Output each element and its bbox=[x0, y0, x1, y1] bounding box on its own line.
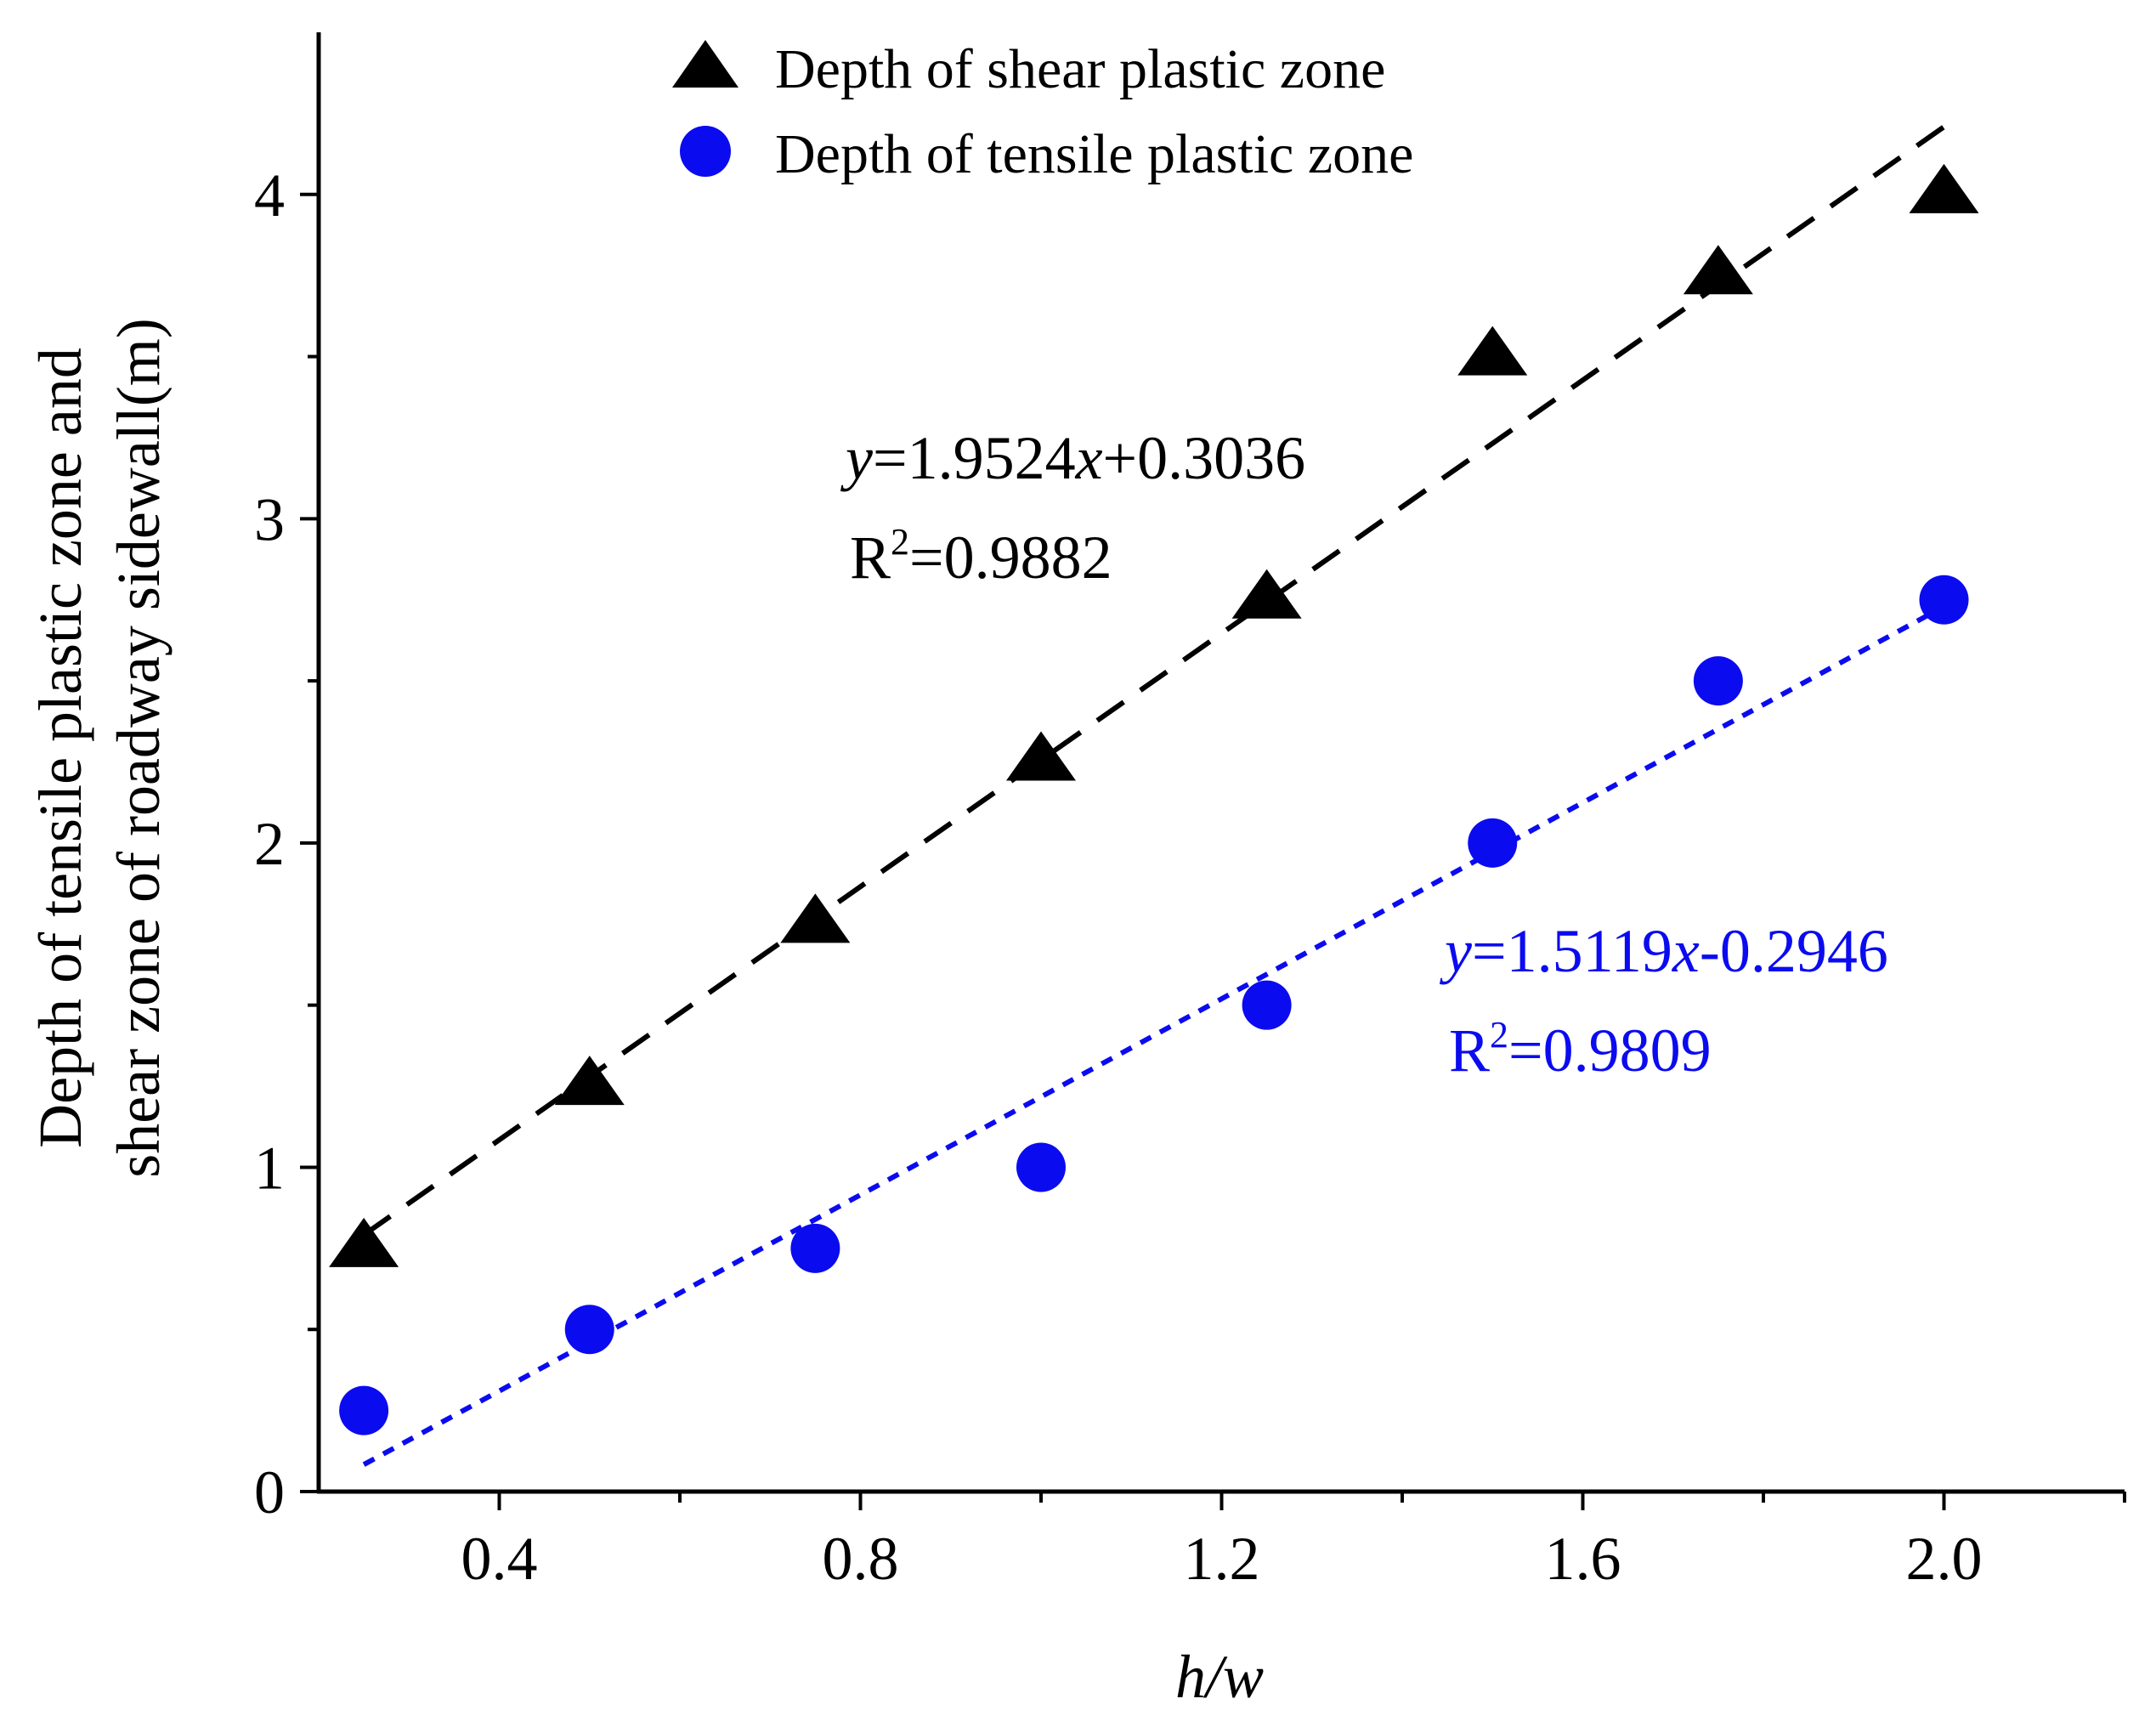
shear-point bbox=[1006, 731, 1076, 781]
y-axis-title-line-2: shear zone of roadway sidewall(m) bbox=[105, 318, 173, 1178]
r-squared-shear: R2=0.9882 bbox=[850, 521, 1112, 592]
r-squared-tensile-value: =0.9809 bbox=[1508, 1016, 1712, 1084]
shear-point bbox=[554, 1056, 625, 1106]
equation-shear-slope: =1.9524 bbox=[873, 424, 1076, 492]
y-tick-label: 0 bbox=[254, 1458, 285, 1526]
tensile-point bbox=[1468, 818, 1518, 868]
tensile-point bbox=[1016, 1142, 1066, 1192]
equation-shear-intercept: +0.3036 bbox=[1103, 424, 1306, 492]
fit-lines bbox=[362, 124, 1946, 1467]
r-squared-shear-value: =0.9882 bbox=[909, 524, 1112, 592]
y-tick-label: 1 bbox=[254, 1134, 285, 1202]
x-tick-label: 1.6 bbox=[1545, 1525, 1621, 1593]
tensile-point bbox=[1919, 575, 1969, 625]
legend-triangle-icon bbox=[672, 40, 738, 88]
x-tick-label: 1.2 bbox=[1184, 1525, 1260, 1593]
y-tick-label: 3 bbox=[254, 485, 285, 553]
x-ticks: 0.4 0.8 1.2 1.6 2.0 bbox=[461, 1492, 2126, 1593]
r-squared-tensile: R2=0.9809 bbox=[1449, 1014, 1712, 1084]
equation-shear: y=1.9524x+0.3036 bbox=[840, 424, 1305, 492]
equation-shear-x: x bbox=[1075, 424, 1103, 492]
legend-label-shear: Depth of shear plastic zone bbox=[775, 38, 1385, 100]
legend-item-tensile: Depth of tensile plastic zone bbox=[680, 123, 1413, 185]
fit-line-shear bbox=[362, 124, 1946, 1237]
tensile-point bbox=[564, 1305, 614, 1355]
axes bbox=[316, 32, 2125, 1494]
x-tick-label: 0.8 bbox=[823, 1525, 899, 1593]
r-squared-tensile-label: R bbox=[1449, 1016, 1490, 1084]
x-tick-label: 0.4 bbox=[461, 1525, 538, 1593]
tensile-point bbox=[1693, 656, 1743, 706]
legend: Depth of shear plastic zone Depth of ten… bbox=[672, 38, 1413, 185]
r-squared-shear-sup: 2 bbox=[891, 521, 909, 563]
data-markers bbox=[329, 163, 1979, 1435]
x-tick-label: 2.0 bbox=[1906, 1525, 1983, 1593]
shear-point bbox=[1683, 245, 1753, 295]
legend-label-tensile: Depth of tensile plastic zone bbox=[775, 123, 1413, 185]
equation-tensile: y=1.5119x-0.2946 bbox=[1439, 917, 1888, 985]
legend-item-shear: Depth of shear plastic zone bbox=[672, 38, 1385, 100]
equation-tensile-x: x bbox=[1672, 917, 1700, 985]
shear-point bbox=[1457, 326, 1528, 376]
x-axis-title: h/w bbox=[1175, 1643, 1264, 1711]
tensile-point bbox=[339, 1385, 389, 1435]
fit-annotation-shear: y=1.9524x+0.3036 R2=0.9882 bbox=[840, 424, 1305, 592]
r-squared-tensile-sup: 2 bbox=[1490, 1014, 1508, 1056]
legend-circle-icon bbox=[680, 126, 731, 177]
y-tick-label: 4 bbox=[254, 161, 285, 229]
r-squared-shear-label: R bbox=[850, 524, 891, 592]
shear-point bbox=[1231, 569, 1302, 619]
y-axis-title: Depth of tensile plastic zone and shear … bbox=[26, 318, 173, 1178]
tensile-point bbox=[790, 1223, 840, 1273]
y-axis-title-line-1: Depth of tensile plastic zone and bbox=[26, 348, 94, 1148]
y-ticks: 0 1 2 3 4 bbox=[254, 161, 319, 1526]
equation-tensile-intercept: -0.2946 bbox=[1700, 917, 1888, 985]
y-tick-label: 2 bbox=[254, 810, 285, 878]
fit-annotation-tensile: y=1.5119x-0.2946 R2=0.9809 bbox=[1439, 917, 1888, 1084]
shear-point bbox=[780, 893, 851, 943]
shear-point bbox=[329, 1217, 399, 1267]
equation-tensile-slope: =1.5119 bbox=[1472, 917, 1672, 985]
tensile-point bbox=[1242, 980, 1292, 1030]
equation-shear-y: y bbox=[840, 424, 873, 492]
equation-tensile-y: y bbox=[1439, 917, 1472, 985]
shear-point bbox=[1909, 163, 1979, 213]
